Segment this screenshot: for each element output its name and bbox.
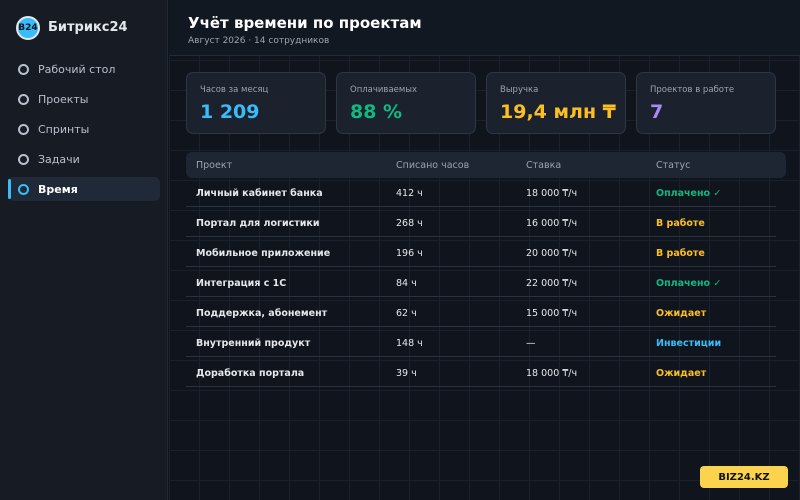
cell: 148 ч	[396, 338, 423, 349]
kpi-card: Часов за месяц 1 209	[186, 72, 326, 134]
cell: 18 000 ₸/ч	[526, 368, 578, 379]
kpi-value: 88 %	[350, 101, 403, 123]
row-separator	[186, 266, 776, 267]
nav-item[interactable]: Время	[8, 177, 160, 201]
page-title: Учёт времени по проектам	[188, 14, 422, 32]
page-subtitle: Август 2026 · 14 сотрудников	[188, 36, 330, 46]
row-separator	[186, 356, 776, 357]
cell: Доработка портала	[196, 368, 305, 379]
kpi-value: 1 209	[200, 101, 260, 123]
cell: 196 ч	[396, 248, 423, 259]
cell: 18 000 ₸/ч	[526, 188, 578, 199]
cell: Внутренний продукт	[196, 338, 311, 349]
nav-item[interactable]: Проекты	[8, 87, 160, 111]
sidebar: B24 Битрикс24 Рабочий стол Проекты Спринты…	[0, 0, 168, 500]
column-header: Проект	[196, 160, 233, 171]
badge[interactable]: BIZ24.KZ	[700, 466, 788, 488]
column-header: Статус	[656, 160, 691, 171]
cell: Интеграция с 1С	[196, 278, 287, 289]
nav-item[interactable]: Задачи	[8, 147, 160, 171]
cell: Мобильное приложение	[196, 248, 331, 259]
status: Ожидает	[656, 308, 707, 319]
cell: 20 000 ₸/ч	[526, 248, 578, 259]
cell: 62 ч	[396, 308, 417, 319]
cell: Личный кабинет банка	[196, 188, 323, 199]
cell: 22 000 ₸/ч	[526, 278, 578, 289]
kpi-value: 19,4 млн ₸	[500, 101, 616, 123]
kpi-card: Выручка 19,4 млн ₸	[486, 72, 626, 134]
cell: 39 ч	[396, 368, 417, 379]
column-header: Ставка	[526, 160, 562, 171]
row-separator	[186, 206, 776, 207]
table-header	[186, 152, 786, 178]
cell: 16 000 ₸/ч	[526, 218, 578, 229]
cell: 412 ч	[396, 188, 423, 199]
kpi-value: 7	[650, 101, 664, 123]
cell: 84 ч	[396, 278, 417, 289]
status: Оплачено ✓	[656, 278, 722, 289]
row-separator	[186, 326, 776, 327]
logo[interactable]: B24	[16, 16, 40, 40]
nav-item[interactable]: Рабочий стол	[8, 57, 160, 81]
status: Ожидает	[656, 368, 707, 379]
kpi-label: Оплачиваемых	[350, 85, 418, 95]
status: В работе	[656, 218, 705, 229]
kpi-card: Проектов в работе 7	[636, 72, 776, 134]
kpi-label: Проектов в работе	[650, 85, 735, 95]
cell: Портал для логистики	[196, 218, 320, 229]
cell: —	[526, 338, 536, 349]
status: Оплачено ✓	[656, 188, 722, 199]
brand: Битрикс24	[48, 20, 128, 35]
row-separator	[186, 236, 776, 237]
kpi-label: Выручка	[500, 85, 539, 95]
cell: 15 000 ₸/ч	[526, 308, 578, 319]
row-separator	[186, 296, 776, 297]
kpi-card: Оплачиваемых 88 %	[336, 72, 476, 134]
column-header: Списано часов	[396, 160, 470, 171]
status: В работе	[656, 248, 705, 259]
kpi-label: Часов за месяц	[200, 85, 269, 95]
status: Инвестиции	[656, 338, 722, 349]
header-bar	[169, 0, 800, 56]
cell: 268 ч	[396, 218, 423, 229]
cell: Поддержка, абонемент	[196, 308, 328, 319]
row-separator	[186, 386, 776, 387]
nav-item[interactable]: Спринты	[8, 117, 160, 141]
